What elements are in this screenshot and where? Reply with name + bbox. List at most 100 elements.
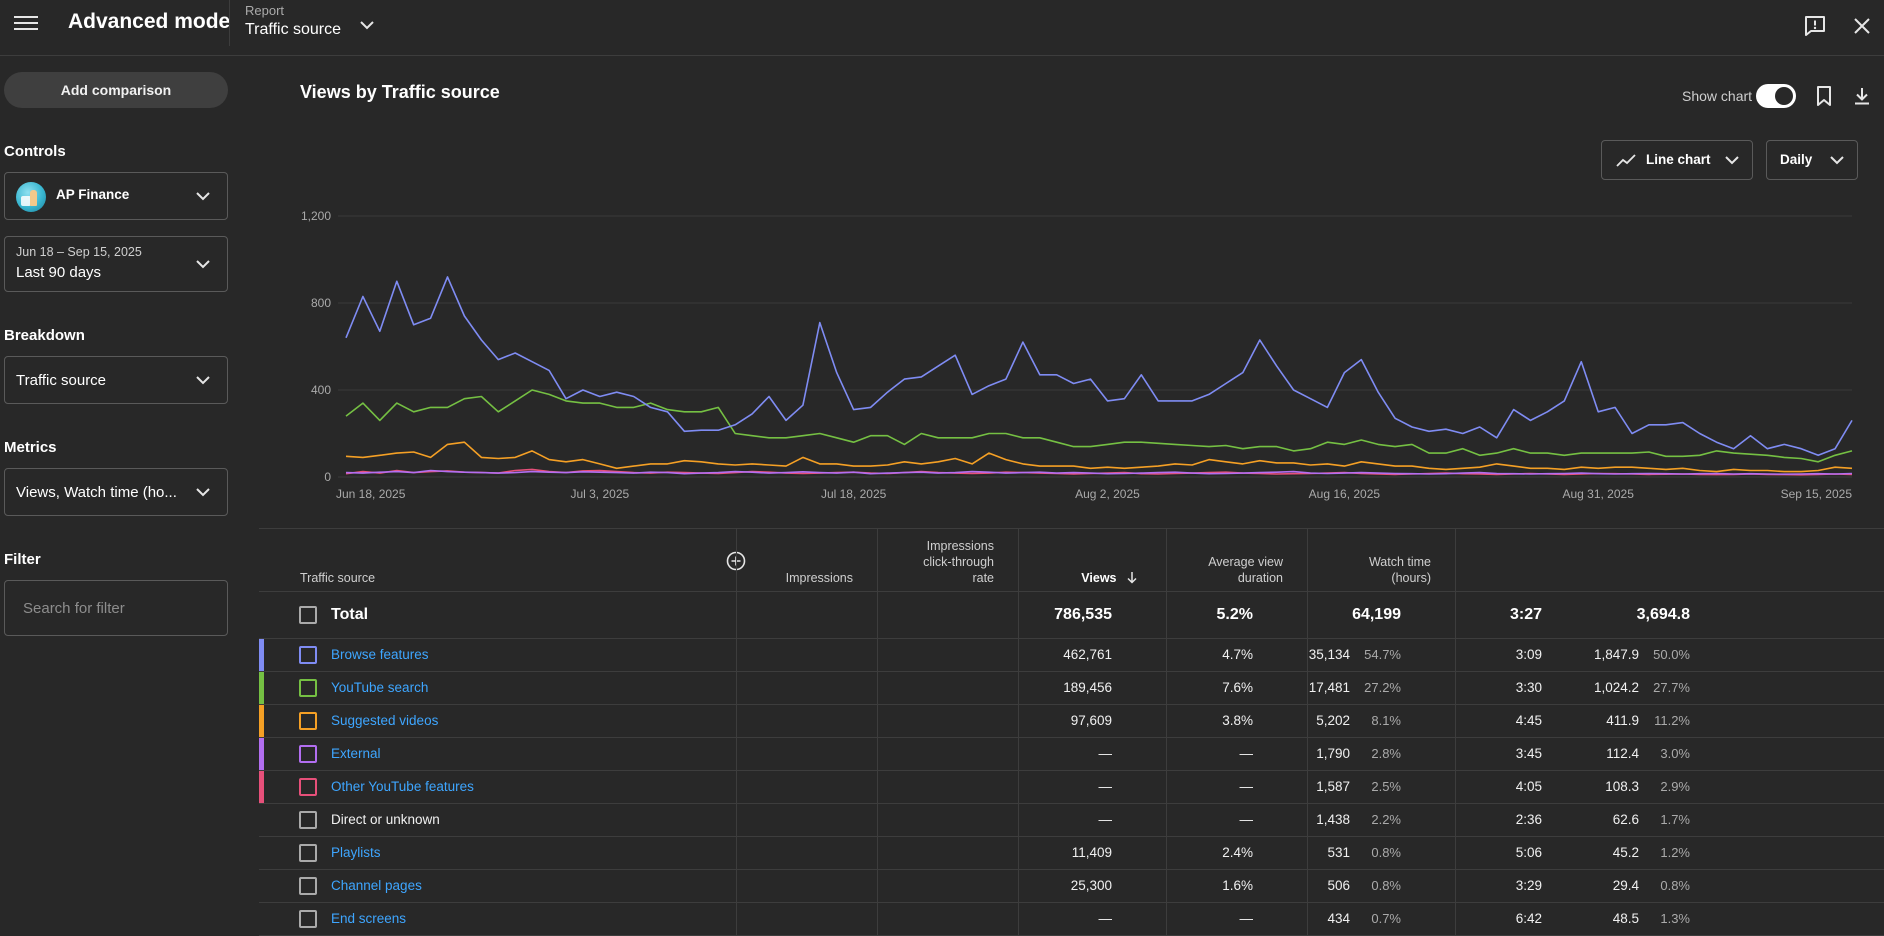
ctr-cell: 2.4% [1222, 845, 1253, 860]
traffic-source-name: Direct or unknown [331, 812, 440, 827]
show-chart-toggle[interactable] [1756, 84, 1796, 108]
row-checkbox[interactable] [299, 877, 317, 895]
views-cell: 5,202 [1316, 713, 1350, 728]
table-row: Direct or unknown — — 1,438 2.2% 2:36 62.6 1.7% [259, 804, 1884, 837]
chart-type-selector[interactable]: Line chart [1601, 140, 1753, 180]
column-header-avg-view-duration[interactable]: Average view duration [1208, 554, 1283, 586]
row-checkbox[interactable] [299, 910, 317, 928]
x-tick-label: Aug 2, 2025 [1075, 487, 1140, 501]
traffic-source-name[interactable]: External [331, 746, 381, 761]
column-header-watch-time[interactable]: Watch time (hours) [1369, 554, 1431, 586]
download-icon[interactable] [1850, 84, 1874, 108]
column-header-impressions[interactable]: Impressions [785, 571, 853, 585]
impressions-cell: 189,456 [1063, 680, 1112, 695]
table-row: End screens — — 434 0.7% 6:42 48.5 1.3% [259, 903, 1884, 936]
total-impressions: 786,535 [1054, 606, 1112, 623]
series-line-suggested-videos [345, 441, 1853, 473]
interval-selector[interactable]: Daily [1766, 140, 1858, 180]
bookmark-icon[interactable] [1812, 84, 1836, 108]
column-header-traffic-source[interactable]: Traffic source [300, 571, 376, 585]
channel-avatar [16, 182, 46, 212]
filter-search-input[interactable] [4, 580, 228, 636]
series-color-bar [259, 672, 264, 704]
avg-view-duration-cell: 2:36 [1515, 812, 1542, 827]
traffic-source-name[interactable]: Channel pages [331, 878, 422, 893]
traffic-source-name[interactable]: YouTube search [331, 680, 429, 695]
y-tick-label: 800 [311, 296, 331, 310]
traffic-source-name[interactable]: End screens [331, 911, 407, 926]
views-header-label: Views [1081, 571, 1117, 585]
total-avg-view-duration: 3:27 [1509, 606, 1542, 623]
feedback-icon[interactable] [1803, 14, 1827, 38]
traffic-source-name[interactable]: Suggested videos [331, 713, 439, 728]
breakdown-value: Traffic source [16, 372, 107, 389]
row-checkbox[interactable] [299, 712, 317, 730]
traffic-source-name[interactable]: Browse features [331, 647, 429, 662]
ctr-cell: — [1239, 746, 1254, 761]
x-tick-label: Aug 31, 2025 [1562, 487, 1634, 501]
impressions-cell: 97,609 [1070, 713, 1112, 728]
impressions-cell: — [1098, 812, 1113, 827]
total-label: Total [331, 606, 369, 623]
watch-time-cell: 45.2 [1612, 845, 1639, 860]
column-divider [877, 528, 878, 936]
close-icon[interactable] [1850, 14, 1874, 38]
watch-time-percent-cell: 1.3% [1660, 911, 1690, 926]
ctr-cell: 4.7% [1222, 647, 1253, 662]
column-header-ctr[interactable]: Impressions click-through rate [923, 538, 994, 586]
row-checkbox[interactable] [299, 778, 317, 796]
traffic-source-name[interactable]: Other YouTube features [331, 779, 474, 794]
avg-view-duration-cell: 3:45 [1515, 746, 1542, 761]
table-row: YouTube search 189,456 7.6% 17,481 27.2% 3:30… [259, 672, 1884, 705]
x-tick-label: Sep 15, 2025 [1781, 487, 1853, 501]
views-line-chart[interactable]: 0 400 800 1,200 Jun 18, 2025 Jul 3, 2025 Jul 1… [300, 200, 1860, 510]
add-comparison-button[interactable]: Add comparison [4, 72, 228, 108]
row-checkbox[interactable] [299, 745, 317, 763]
chart-type-label: Line chart [1646, 152, 1711, 167]
impressions-cell: 25,300 [1070, 878, 1112, 893]
watch-time-cell: 411.9 [1606, 713, 1639, 728]
hamburger-menu-icon[interactable] [14, 14, 38, 34]
watch-time-percent-cell: 1.2% [1660, 845, 1690, 860]
column-divider [1455, 528, 1456, 936]
watch-time-cell: 48.5 [1612, 911, 1639, 926]
views-percent-cell: 2.5% [1371, 779, 1401, 794]
metrics-value: Views, Watch time (ho... [16, 484, 177, 501]
row-checkbox[interactable] [299, 679, 317, 697]
sidebar: Add comparison Controls AP Finance Jun 1… [0, 56, 236, 936]
breakdown-selector[interactable]: Traffic source [4, 356, 228, 404]
traffic-source-name[interactable]: Playlists [331, 845, 381, 860]
date-range-selector[interactable]: Jun 18 – Sep 15, 2025 Last 90 days [4, 236, 228, 292]
views-cell: 1,438 [1316, 812, 1350, 827]
table-row: Channel pages 25,300 1.6% 506 0.8% 3:29 29.4 0.… [259, 870, 1884, 903]
show-chart-label: Show chart [1682, 88, 1753, 104]
row-checkbox[interactable] [299, 844, 317, 862]
row-checkbox[interactable] [299, 811, 317, 829]
views-cell: 1,587 [1316, 779, 1350, 794]
views-percent-cell: 8.1% [1371, 713, 1401, 728]
avd-header-line: duration [1237, 571, 1283, 585]
ctr-header-line: Impressions [926, 539, 994, 553]
views-percent-cell: 0.8% [1371, 845, 1401, 860]
report-selector[interactable]: Report Traffic source [245, 3, 385, 45]
total-checkbox[interactable] [299, 606, 317, 624]
total-ctr: 5.2% [1216, 606, 1253, 623]
series-line-youtube-search [345, 389, 1853, 463]
views-cell: 531 [1327, 845, 1350, 860]
avg-view-duration-cell: 3:29 [1515, 878, 1542, 893]
metrics-selector[interactable]: Views, Watch time (ho... [4, 468, 228, 516]
chevron-down-icon [196, 488, 210, 497]
column-header-views[interactable]: Views [1081, 570, 1138, 586]
ctr-cell: 3.8% [1222, 713, 1253, 728]
ctr-cell: — [1239, 812, 1254, 827]
channel-name: AP Finance [56, 187, 130, 202]
chevron-down-icon [1830, 156, 1844, 165]
channel-selector[interactable]: AP Finance [4, 172, 228, 220]
row-checkbox[interactable] [299, 646, 317, 664]
series-color-bar [259, 738, 264, 770]
avg-view-duration-cell: 3:09 [1515, 647, 1542, 662]
y-tick-label: 0 [324, 470, 331, 484]
chevron-down-icon [196, 376, 210, 385]
views-percent-cell: 27.2% [1364, 680, 1401, 695]
watch-time-cell: 62.6 [1612, 812, 1639, 827]
